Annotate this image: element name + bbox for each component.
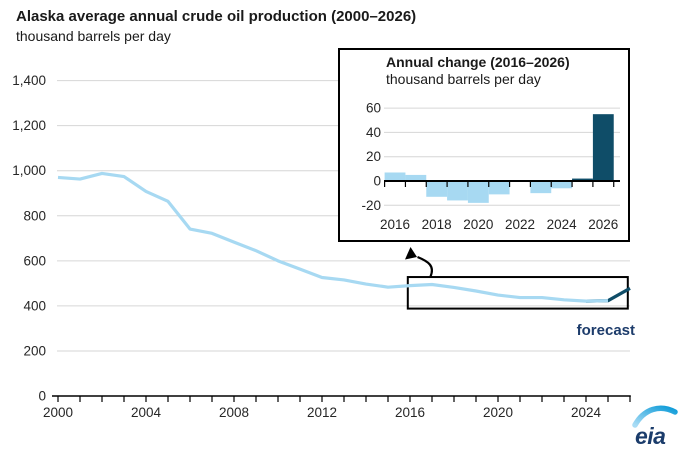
inset-chart: -20 0 20 40 60 2016 2018 2020 2022 2024 2026 bbox=[361, 101, 620, 232]
inset-bar bbox=[405, 174, 427, 181]
inset-x-axis-label: 2022 bbox=[505, 217, 535, 232]
inset-x-axis-label: 2016 bbox=[380, 217, 410, 232]
inset-y-axis-label: 20 bbox=[366, 149, 381, 164]
main-y-axis-label: 400 bbox=[23, 298, 46, 313]
main-x-axis-label: 2024 bbox=[571, 405, 602, 420]
forecast-line bbox=[585, 286, 631, 303]
eia-logo-text: eia bbox=[635, 423, 666, 448]
main-y-axis-label: 600 bbox=[23, 253, 46, 268]
inset-subtitle: thousand barrels per day bbox=[386, 71, 541, 87]
inset-x-axis-label: 2026 bbox=[588, 217, 618, 232]
main-y-axis-label: 200 bbox=[23, 343, 46, 358]
main-y-axis-label: 1,400 bbox=[12, 73, 46, 88]
inset-bar bbox=[592, 114, 614, 181]
callout-box bbox=[406, 276, 629, 310]
main-x-axis-label: 2000 bbox=[43, 405, 73, 420]
main-y-axis-label: 0 bbox=[38, 389, 46, 404]
inset-panel: Annual change (2016–2026) thousand barre… bbox=[338, 48, 630, 242]
main-x-axis-label: 2004 bbox=[131, 405, 162, 420]
history-line bbox=[57, 171, 609, 303]
inset-x-axis-label: 2024 bbox=[547, 217, 578, 232]
page-title: Alaska average annual crude oil producti… bbox=[16, 8, 417, 25]
inset-bar bbox=[488, 181, 510, 195]
main-x-axis-label: 2012 bbox=[307, 405, 337, 420]
page-subtitle: thousand barrels per day bbox=[16, 28, 171, 44]
main-y-axis-label: 1,000 bbox=[12, 163, 46, 178]
callout-arrow bbox=[405, 247, 434, 277]
inset-y-axis-label: -20 bbox=[361, 198, 381, 213]
inset-bar bbox=[572, 178, 593, 181]
inset-title: Annual change (2016–2026) bbox=[386, 54, 570, 70]
inset-bar bbox=[426, 181, 448, 197]
inset-x-axis-label: 2018 bbox=[422, 217, 452, 232]
main-x-axis-label: 2020 bbox=[483, 405, 513, 420]
inset-y-axis-label: 0 bbox=[373, 174, 381, 189]
inset-x-axis-label: 2020 bbox=[463, 217, 493, 232]
main-x-axis-label: 2008 bbox=[219, 405, 249, 420]
inset-y-axis-label: 40 bbox=[366, 125, 381, 140]
inset-bar bbox=[467, 181, 489, 203]
main-y-axis-label: 800 bbox=[23, 208, 46, 223]
eia-swoosh-icon bbox=[632, 405, 678, 428]
main-x-axis-label: 2016 bbox=[395, 405, 425, 420]
inset-bar bbox=[530, 181, 552, 194]
inset-bar bbox=[447, 181, 468, 201]
eia-logo: eia bbox=[632, 405, 678, 448]
main-y-axis-label: 1,200 bbox=[12, 118, 46, 133]
inset-bar bbox=[384, 172, 406, 181]
forecast-label: forecast bbox=[576, 322, 635, 339]
inset-y-axis-label: 60 bbox=[366, 101, 381, 116]
inset-bar bbox=[551, 181, 573, 189]
